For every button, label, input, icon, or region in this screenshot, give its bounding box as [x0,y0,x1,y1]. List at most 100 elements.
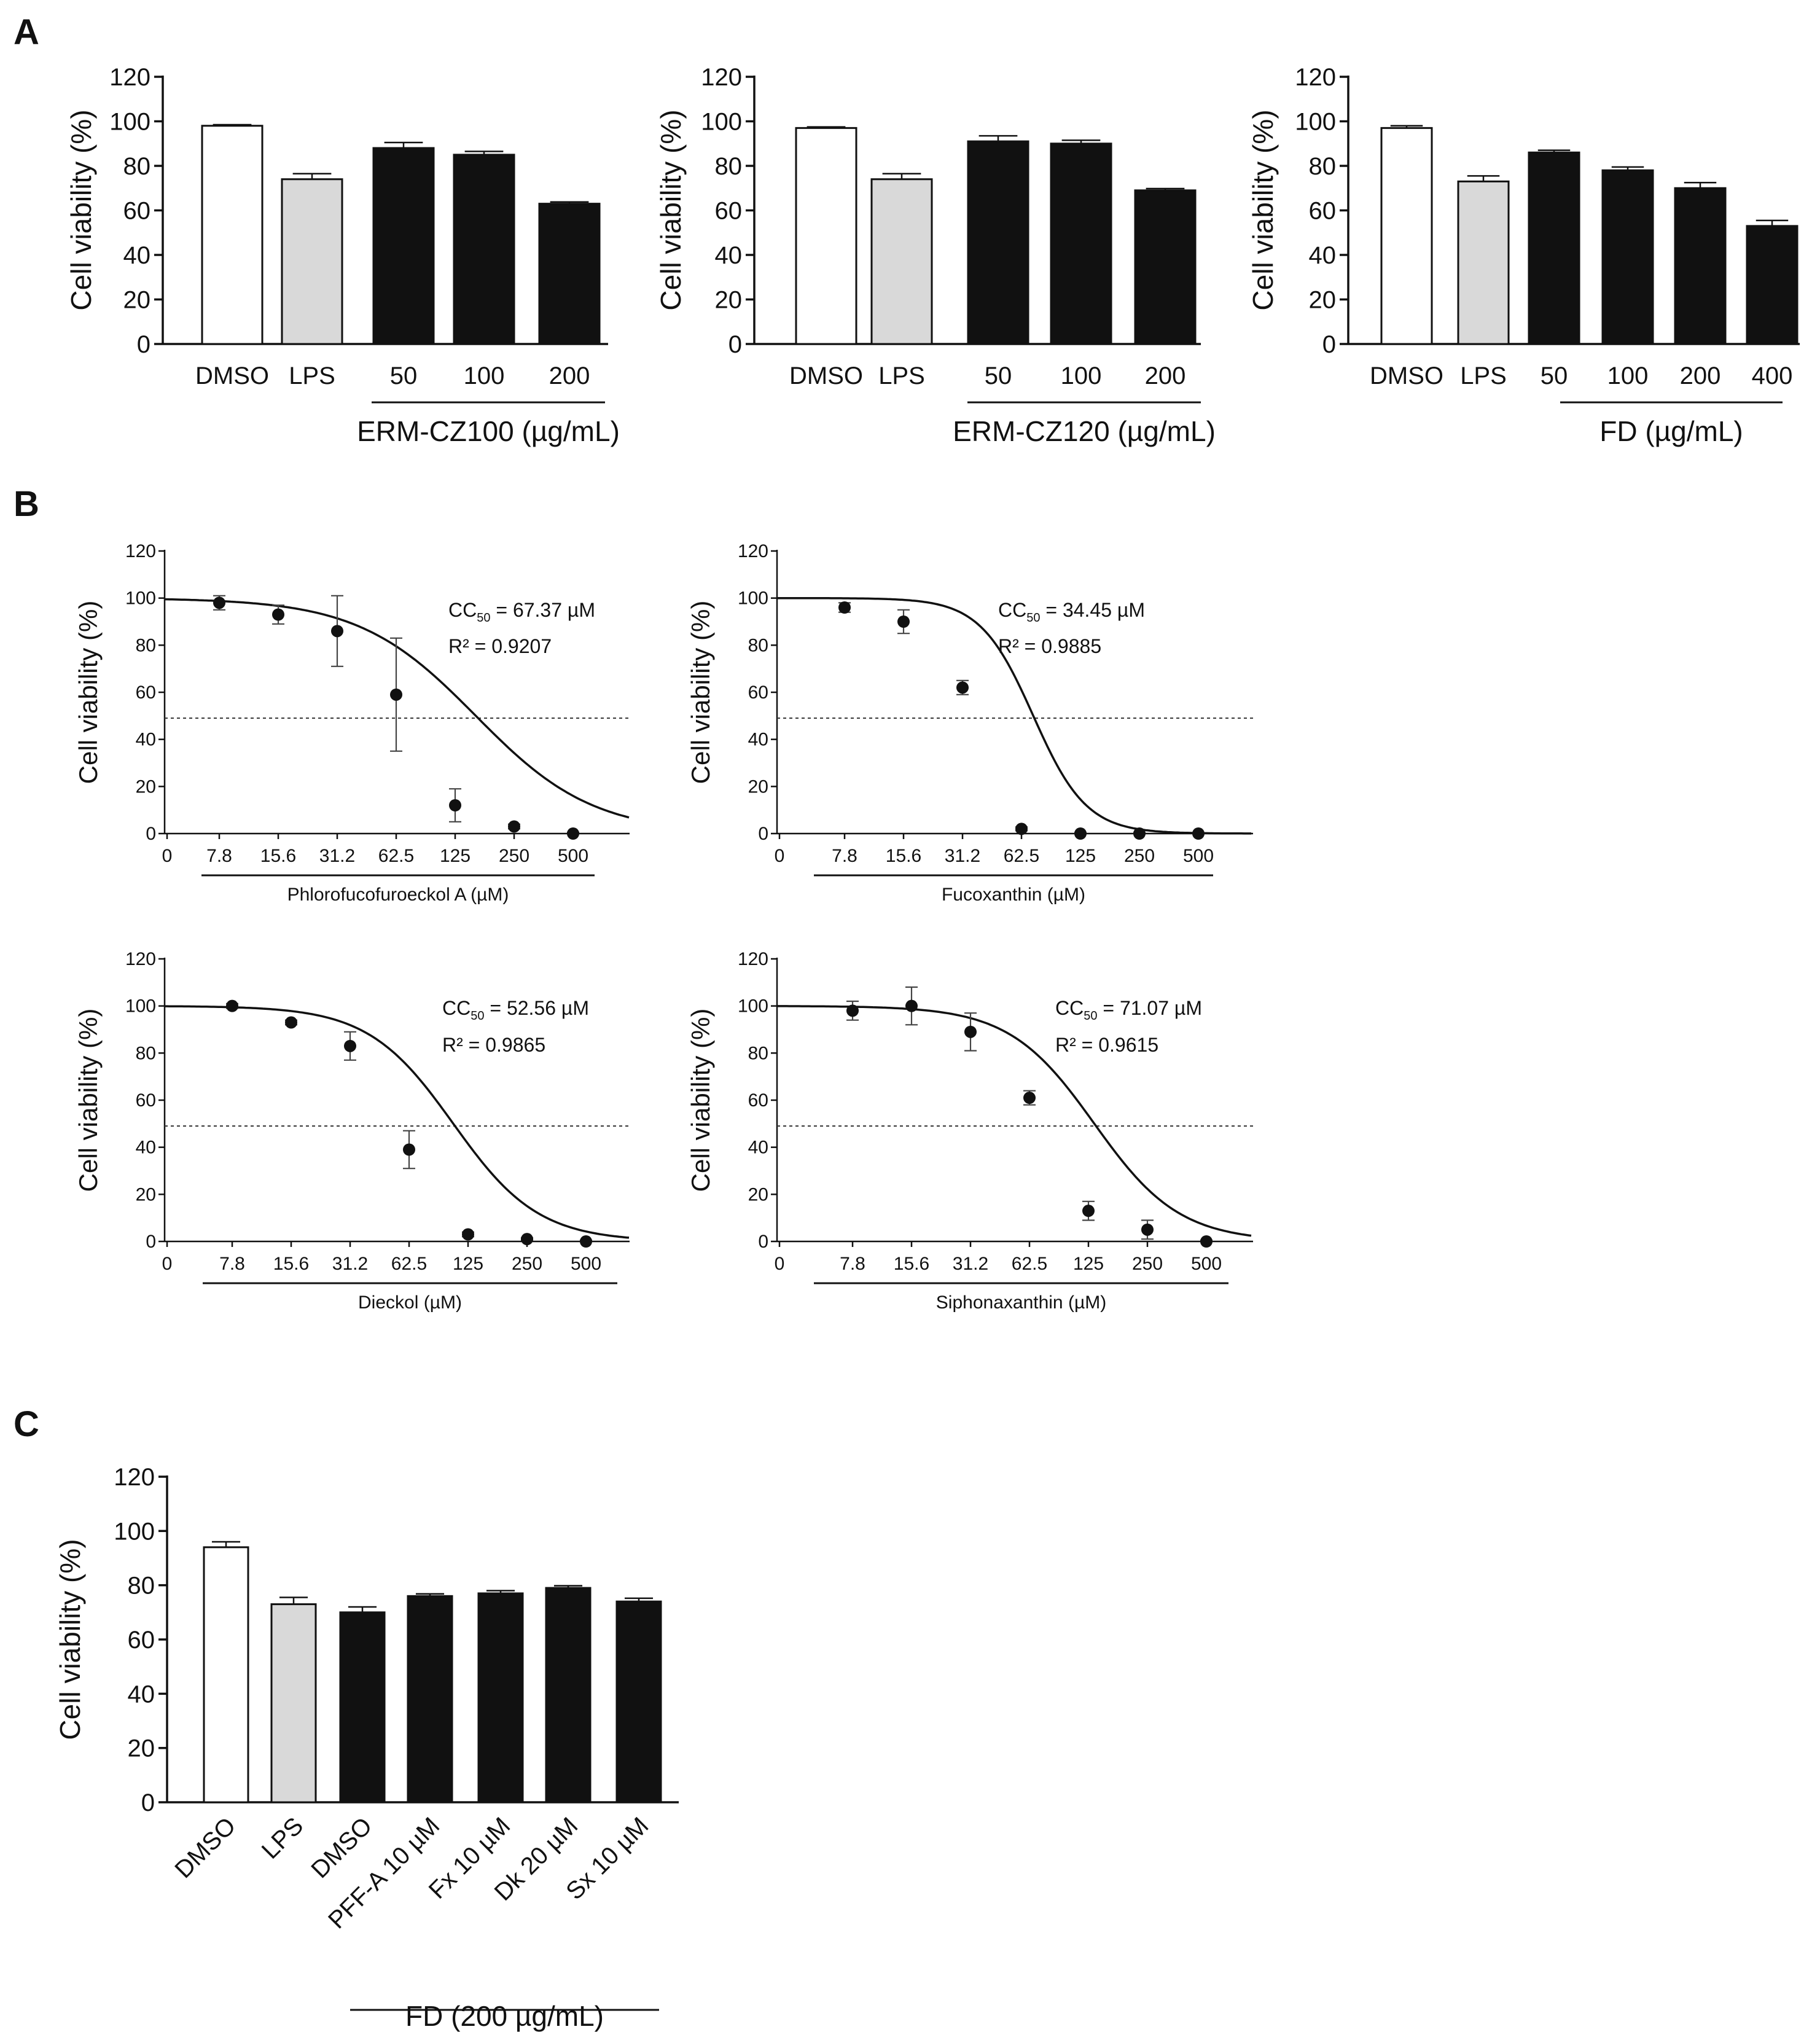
y-tick-label: 40 [748,730,768,750]
x-tick-label: DMSO [789,362,863,389]
data-point [1141,1223,1154,1236]
y-tick-label: 0 [141,1789,155,1816]
y-tick-label: 20 [1309,287,1337,314]
bar-fx-10-m [477,1592,524,1803]
cc50-annotation: CC50 = 67.37 µM [448,599,595,625]
x-tick-label: 200 [1680,362,1721,389]
y-axis-label: Cell viability (%) [54,1539,86,1740]
bar-100 [1601,169,1654,345]
x-tick-label: 500 [1183,846,1214,866]
bar-lps [1457,180,1510,345]
y-tick-label: 0 [1322,331,1336,358]
x-axis-label: Fucoxanthin (µM) [942,885,1085,905]
x-tick-label: 31.2 [332,1254,368,1274]
y-tick-label: 80 [123,153,151,180]
y-tick-label: 40 [123,242,151,269]
x-tick-label: 200 [549,362,590,389]
x-tick-label: DMSO [195,362,269,389]
x-tick-label: LPS [257,1812,309,1864]
dose-response-fucoxanthin: 0 20 40 60 80 100 120 Cell viability (%) 0 7.8 15.… [686,541,1253,905]
x-tick-label: 500 [571,1254,601,1274]
data-point [1133,827,1146,840]
x-tick-label: DMSO [170,1812,241,1883]
y-tick-label: 40 [128,1681,155,1708]
cc50-annotation: CC50 = 34.45 µM [998,599,1145,625]
x-tick-label: 50 [390,362,418,389]
y-tick-label: 120 [114,1464,155,1491]
y-tick-label: 0 [146,824,156,844]
y-tick-label: 80 [128,1573,155,1600]
x-tick-label: LPS [289,362,335,389]
panel-letter-b: B [14,484,39,524]
r-squared-annotation: R² = 0.9615 [1055,1034,1158,1056]
x-tick-label: 62.5 [1012,1254,1047,1274]
x-tick-label: 50 [1541,362,1568,389]
data-point [897,615,910,628]
x-tick-label: 0 [162,1254,173,1274]
y-tick-label: 0 [137,331,150,358]
y-axis-label: Cell viability (%) [65,109,97,310]
fit-curve [777,596,1251,835]
data-point [846,1004,859,1017]
data-point [462,1228,474,1241]
x-tick-label: 31.2 [945,846,980,866]
data-point [838,601,851,614]
bar-pff-a-10-m [407,1595,453,1803]
y-tick-label: 100 [125,588,156,609]
x-tick-label: 7.8 [832,846,857,866]
y-tick-label: 60 [128,1627,155,1654]
bar-dmso [201,125,264,345]
x-axis-label: Phlorofucofuroeckol A (µM) [287,885,509,905]
x-tick-label: 7.8 [206,846,232,866]
x-tick-label: 50 [985,362,1012,389]
dose-response-dieckol: 0 20 40 60 80 100 120 Cell viability (%) 0 7.8 15.… [74,949,630,1313]
x-tick-label: 31.2 [953,1254,988,1274]
bar-200 [1674,187,1727,345]
data-point [956,681,969,694]
data-point [1023,1092,1036,1104]
y-tick-label: 20 [748,776,768,797]
x-tick-label: 62.5 [1004,846,1039,866]
x-tick-label: 250 [1124,846,1155,866]
bar-50 [1528,151,1580,345]
y-tick-label: 40 [748,1138,768,1158]
y-tick-label: 0 [758,1232,768,1252]
bar-chart-erm-cz100: 0 20 40 60 80 100 120 Cell viability (%) DMSO LPS… [65,64,620,447]
x-tick-label: 15.6 [273,1254,309,1274]
y-tick-label: 80 [715,153,743,180]
x-tick-label: 250 [1132,1254,1163,1274]
cc50-annotation: CC50 = 71.07 µM [1055,997,1202,1023]
bar-dmso [1380,127,1433,345]
x-tick-label: 125 [1073,1254,1104,1274]
bar-dk-20-m [545,1587,592,1803]
y-tick-label: 40 [136,1138,156,1158]
y-tick-label: 60 [715,198,743,225]
bar-200 [538,203,601,345]
y-tick-label: 100 [738,588,768,609]
data-point [580,1235,592,1248]
bar-50 [967,140,1029,345]
y-tick-label: 80 [136,635,156,655]
y-tick-label: 120 [125,541,156,561]
fit-curve [165,1005,630,1239]
data-point [1074,827,1087,840]
data-point [964,1025,977,1038]
y-tick-label: 120 [738,541,768,561]
data-point [1200,1235,1213,1248]
dose-response-phlorofucofuroeckol-a: 0 20 40 60 80 100 120 Cell viability (%) 0 7.8 15.… [74,541,630,905]
x-tick-label: 100 [1607,362,1649,389]
x-tick-label: 100 [1061,362,1102,389]
data-point [567,827,579,840]
y-tick-label: 60 [748,1090,768,1111]
x-tick-label: 15.6 [886,846,921,866]
bar-200 [1134,189,1197,345]
data-point [905,999,918,1012]
y-tick-label: 0 [758,824,768,844]
bar-dmso [795,127,857,345]
x-tick-label: 15.6 [894,1254,929,1274]
y-tick-label: 40 [136,730,156,750]
bar-chart-fd: 0 20 40 60 80 100 120 Cell viability (%) DMSO LPS… [1247,64,1800,447]
group-label: FD (µg/mL) [1599,415,1743,447]
y-tick-label: 120 [125,949,156,969]
y-tick-label: 40 [1309,242,1337,269]
